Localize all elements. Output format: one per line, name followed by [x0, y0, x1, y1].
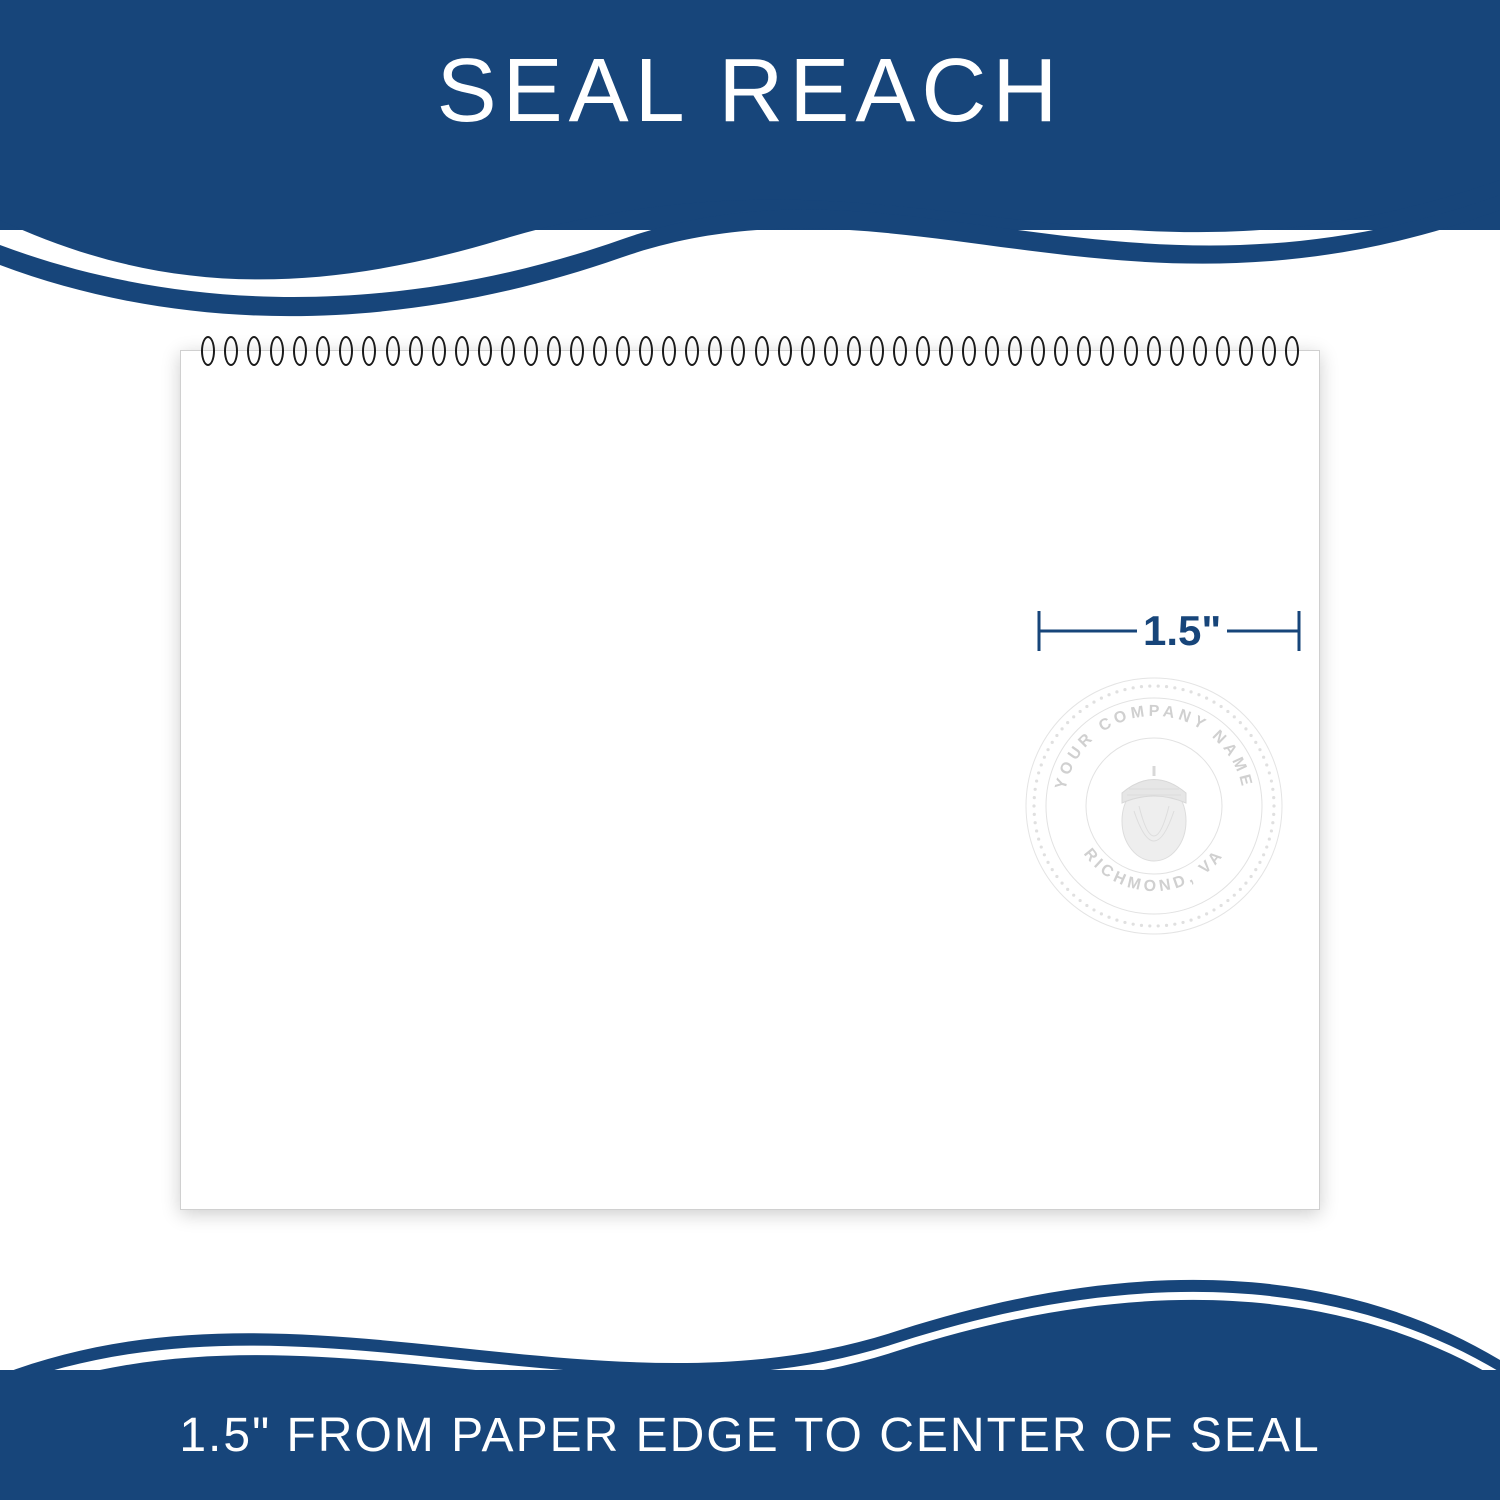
spiral-ring [1031, 336, 1045, 366]
spiral-ring [1077, 336, 1091, 366]
spiral-ring [824, 336, 838, 366]
spiral-ring [1170, 336, 1184, 366]
spiral-ring [1100, 336, 1114, 366]
spiral-ring [778, 336, 792, 366]
spiral-ring [731, 336, 745, 366]
notebook-page: 1.5" YOUR COMPANY NAME RICHMOND, VA [180, 350, 1320, 1210]
spiral-ring [893, 336, 907, 366]
spiral-ring [662, 336, 676, 366]
footer-band: 1.5" FROM PAPER EDGE TO CENTER OF SEAL [0, 1370, 1500, 1500]
spiral-ring [570, 336, 584, 366]
spiral-ring [524, 336, 538, 366]
spiral-ring [270, 336, 284, 366]
embossed-seal: YOUR COMPANY NAME RICHMOND, VA [1019, 671, 1289, 941]
measurement-indicator: 1.5" [1029, 601, 1309, 661]
footer-text: 1.5" FROM PAPER EDGE TO CENTER OF SEAL [179, 1408, 1320, 1463]
spiral-ring [501, 336, 515, 366]
spiral-ring [939, 336, 953, 366]
spiral-ring [870, 336, 884, 366]
spiral-ring [339, 336, 353, 366]
spiral-ring [1124, 336, 1138, 366]
seal-text-top: YOUR COMPANY NAME [1053, 703, 1256, 791]
spiral-ring [1285, 336, 1299, 366]
spiral-ring [1216, 336, 1230, 366]
spiral-ring [962, 336, 976, 366]
spiral-binding [201, 333, 1299, 369]
measurement-value: 1.5" [1137, 607, 1227, 655]
spiral-ring [547, 336, 561, 366]
spiral-ring [1054, 336, 1068, 366]
spiral-ring [432, 336, 446, 366]
spiral-ring [847, 336, 861, 366]
spiral-ring [1239, 336, 1253, 366]
spiral-ring [1147, 336, 1161, 366]
spiral-ring [455, 336, 469, 366]
spiral-ring [685, 336, 699, 366]
spiral-ring [639, 336, 653, 366]
spiral-ring [478, 336, 492, 366]
spiral-ring [616, 336, 630, 366]
spiral-ring [593, 336, 607, 366]
spiral-ring [201, 336, 215, 366]
wave-top [0, 150, 1500, 350]
spiral-ring [362, 336, 376, 366]
spiral-ring [1262, 336, 1276, 366]
spiral-ring [293, 336, 307, 366]
spiral-ring [1008, 336, 1022, 366]
acorn-icon [1122, 766, 1186, 861]
spiral-ring [801, 336, 815, 366]
spiral-ring [916, 336, 930, 366]
spiral-ring [224, 336, 238, 366]
spiral-ring [316, 336, 330, 366]
spiral-ring [247, 336, 261, 366]
spiral-ring [708, 336, 722, 366]
spiral-ring [386, 336, 400, 366]
spiral-ring [985, 336, 999, 366]
header-title: SEAL REACH [437, 40, 1064, 143]
spiral-ring [1193, 336, 1207, 366]
spiral-ring [755, 336, 769, 366]
spiral-ring [409, 336, 423, 366]
